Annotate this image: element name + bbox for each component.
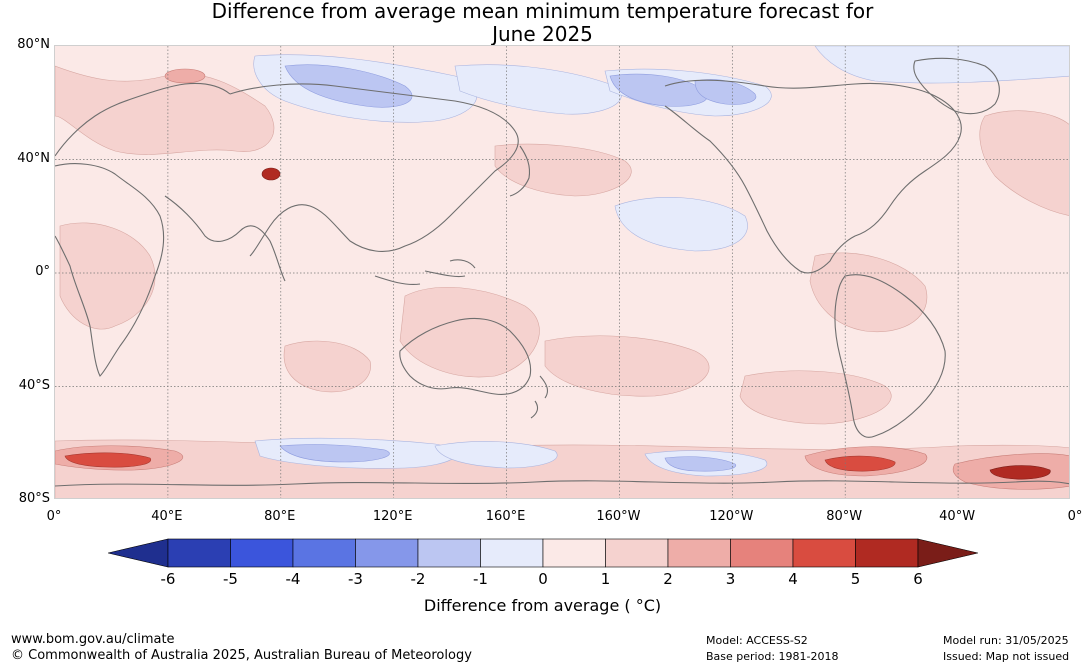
colorbar-tick-label: -6 <box>160 570 176 588</box>
anomaly-region-hot <box>989 465 1051 480</box>
footer-url[interactable]: www.bom.gov.au/climate <box>11 632 175 647</box>
colorbar-label: Difference from average ( °C) <box>423 596 662 615</box>
colorbar-extend-high <box>917 538 978 568</box>
colorbar-segment <box>855 538 919 568</box>
coastlines <box>55 57 1069 487</box>
colorbar-tick-label: -4 <box>285 570 301 588</box>
anomaly-region-cool <box>279 444 390 463</box>
anomaly-region-warm <box>55 439 1069 498</box>
colorbar-segment <box>230 538 294 568</box>
colorbar-segment <box>292 538 356 568</box>
anomaly-region-cool <box>284 64 413 108</box>
colorbar-tick-label: -5 <box>223 570 238 588</box>
anomaly-spot-hot <box>261 167 281 181</box>
colorbar-tick-label: 5 <box>850 570 861 588</box>
latitude-label: 80°S <box>18 491 50 506</box>
anomaly-region-cool <box>454 64 622 115</box>
colorbar-tick-label: -3 <box>348 570 363 588</box>
longitude-label: 80°W <box>826 509 863 524</box>
colorbar-tick-label: 4 <box>788 570 798 588</box>
longitude-label: 120°E <box>372 509 413 524</box>
colorbar-segment <box>355 538 419 568</box>
anomaly-region-warm <box>544 335 710 397</box>
colorbar-tick-label: 2 <box>663 570 673 588</box>
footer-copyright: © Commonwealth of Australia 2025, Austra… <box>11 648 472 663</box>
anomaly-region-hot <box>64 452 152 468</box>
coastline-japan <box>509 145 531 197</box>
latitude-label: 80°N <box>17 37 50 52</box>
map-title: Difference from average mean minimum tem… <box>0 0 1085 46</box>
colorbar-segment <box>480 538 544 568</box>
footer-issued: Issued: Map not issued <box>943 650 1070 663</box>
anomaly-region-cool <box>614 197 748 252</box>
colorbar-segment <box>167 538 231 568</box>
colorbar-tick-label: 3 <box>725 570 736 588</box>
map-canvas <box>55 46 1069 498</box>
anomaly-shading <box>55 46 1069 498</box>
latitude-label: 40°S <box>18 377 50 393</box>
colorbar-tick-label: -1 <box>473 570 488 588</box>
colorbar-extend-low <box>108 538 169 568</box>
coastline-south-america <box>834 274 946 438</box>
colorbar-segment <box>667 538 731 568</box>
colorbar-tick-label: 1 <box>600 570 611 588</box>
longitude-label: 0° <box>46 509 62 524</box>
longitude-label: 160°W <box>596 509 641 524</box>
anomaly-region-warm <box>283 340 371 393</box>
footer-base-period: Base period: 1981-2018 <box>706 650 839 663</box>
longitude-label: 80°E <box>264 509 296 524</box>
colorbar-segment <box>605 538 669 568</box>
anomaly-region-cool <box>434 441 558 469</box>
coastline-new-zealand <box>530 375 549 419</box>
coastline-europe <box>55 82 231 157</box>
colorbar-tick-label: -2 <box>410 570 426 588</box>
colorbar-segment <box>792 538 856 568</box>
footer-model: Model: ACCESS-S2 <box>706 634 808 647</box>
coastline-arabia-india <box>164 195 286 282</box>
anomaly-region-warm <box>399 287 540 378</box>
longitude-label: 40°W <box>939 509 976 524</box>
title-line-1: Difference from average mean minimum tem… <box>211 0 874 23</box>
colorbar <box>108 538 978 568</box>
colorbar-segment <box>730 538 794 568</box>
coastline-africa <box>55 163 165 377</box>
footer-model-run: Model run: 31/05/2025 <box>943 634 1069 647</box>
colorbar-tick-label: 6 <box>913 570 923 588</box>
longitude-label: 160°E <box>485 509 526 524</box>
anomaly-region-cool <box>664 456 737 472</box>
anomaly-region-warm <box>494 143 632 197</box>
coastline-antarctica <box>55 480 1069 487</box>
coastline-asia <box>229 83 519 257</box>
anomaly-spot-warm <box>164 68 206 84</box>
longitude-label: 0° <box>1067 509 1083 524</box>
colorbar-segment <box>417 538 481 568</box>
graticule <box>55 46 1069 498</box>
longitude-label: 40°E <box>151 509 183 524</box>
anomaly-region-warm <box>55 65 275 155</box>
coastline-greenland <box>913 57 1000 115</box>
anomaly-region-hot <box>824 455 896 472</box>
title-line-2: June 2025 <box>492 22 593 46</box>
coastline-indonesia <box>374 259 476 285</box>
anomaly-region-warm <box>59 222 156 330</box>
colorbar-segment <box>542 538 606 568</box>
anomaly-region-warm <box>809 252 928 333</box>
anomaly-region-cool <box>814 46 1069 84</box>
anomaly-region-warm <box>979 110 1069 216</box>
longitude-label: 120°W <box>709 509 754 524</box>
anomaly-region-warm <box>739 370 892 425</box>
colorbar-tick-label: 0 <box>538 570 548 588</box>
latitude-label: 40°N <box>17 150 50 166</box>
latitude-label: 0° <box>35 264 50 279</box>
coastline-north-america <box>664 79 962 274</box>
forecast-map <box>54 45 1070 499</box>
coastline-australia <box>399 317 532 395</box>
